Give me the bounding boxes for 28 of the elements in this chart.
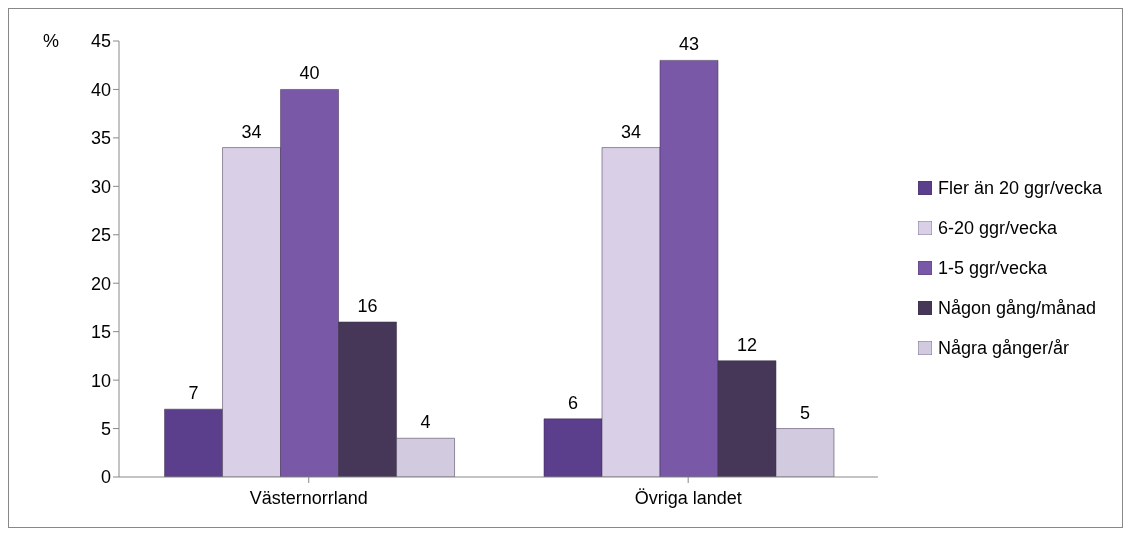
- data-label: 5: [799, 402, 810, 423]
- x-tick-label: Västernorrland: [249, 487, 368, 508]
- data-label: 43: [678, 34, 699, 55]
- y-tick-label: 45: [90, 31, 111, 52]
- y-tick-label: 5: [100, 418, 111, 439]
- data-label: 12: [736, 334, 757, 355]
- data-label: 7: [188, 383, 199, 404]
- y-tick-label: 0: [100, 467, 111, 488]
- data-label: 16: [357, 295, 378, 316]
- y-tick-label: 40: [90, 79, 111, 100]
- y-tick-label: 20: [90, 273, 111, 294]
- legend-label: 6-20 ggr/vecka: [937, 217, 1057, 240]
- legend-label: 1-5 ggr/vecka: [937, 257, 1047, 280]
- legend-label: Någon gång/månad: [937, 297, 1097, 320]
- data-label: 4: [420, 412, 431, 433]
- y-tick-label: 30: [90, 176, 111, 197]
- data-label: 6: [567, 392, 578, 413]
- legend-label: Fler än 20 ggr/vecka: [937, 177, 1102, 200]
- data-label: 34: [620, 121, 641, 142]
- y-axis-title: %: [43, 31, 60, 51]
- y-tick-label: 10: [90, 370, 111, 391]
- legend-label: Några gånger/år: [937, 337, 1069, 360]
- x-tick-label: Övriga landet: [634, 487, 742, 508]
- y-tick-label: 25: [90, 225, 111, 246]
- y-tick-label: 15: [90, 322, 111, 343]
- y-tick-label: 35: [90, 128, 111, 149]
- data-label: 40: [299, 63, 320, 84]
- data-label: 34: [241, 121, 262, 142]
